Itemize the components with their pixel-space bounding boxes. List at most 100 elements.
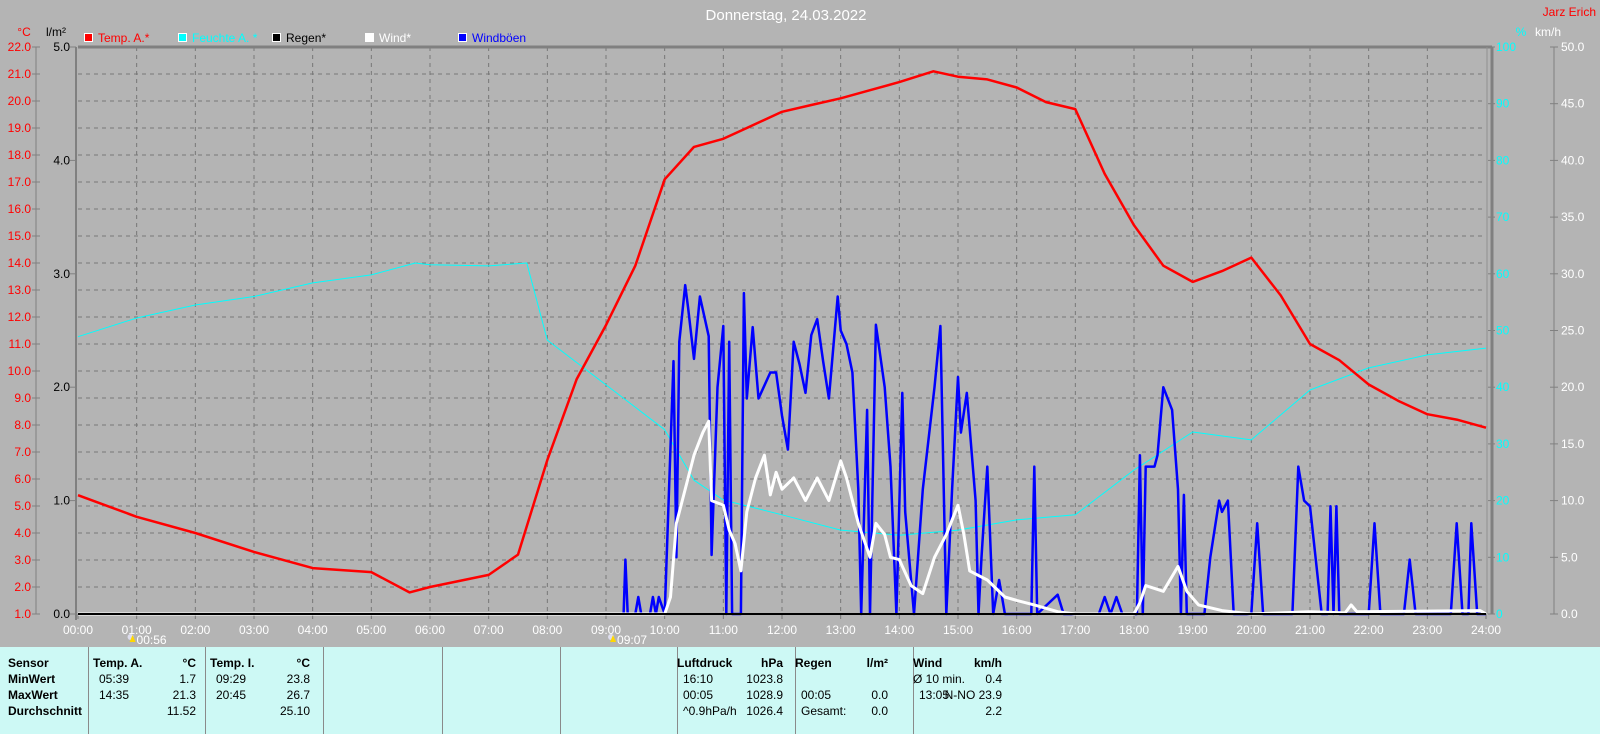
temp-tick-label: 9.0 (14, 391, 31, 405)
rain-tick-label: 3.0 (53, 267, 70, 281)
legend-label: Wind* (379, 31, 411, 45)
x-tick-label: 00:00 (63, 623, 93, 637)
humidity-tick-label: 0 (1496, 607, 1503, 621)
legend-swatch (365, 33, 374, 42)
cell-value: 1023.8 (746, 672, 783, 686)
table-divider (205, 647, 206, 734)
x-tick-label: 06:00 (415, 623, 445, 637)
cell-time: 05:39 (99, 672, 130, 686)
row-label: Durchschnitt (8, 704, 83, 718)
cell-value: 1028.9 (746, 688, 783, 702)
wind-tick-label: 50.0 (1561, 40, 1585, 54)
column-header: Temp. I. (210, 656, 255, 670)
cell-value: N-NO 23.9 (944, 688, 1002, 702)
x-tick-label: 20:00 (1236, 623, 1266, 637)
humidity-tick-label: 100 (1496, 40, 1516, 54)
x-tick-label: 16:00 (1002, 623, 1032, 637)
cell-value: 1026.4 (746, 704, 783, 718)
weather-chart: Donnerstag, 24.03.2022 Jarz Erich Temp. A.… (8, 5, 1596, 647)
temp-axis-unit: °C (17, 25, 31, 39)
cell-value (795, 672, 888, 687)
cell-value: 0.0 (871, 688, 888, 702)
column-header: Wind (913, 656, 943, 670)
table-divider (913, 647, 914, 734)
cell-time: 09:29 (216, 672, 247, 686)
wind-tick-label: 5.0 (1561, 550, 1578, 564)
humidity-tick-label: 30 (1496, 437, 1510, 451)
cell-value: 21.3 (172, 688, 196, 702)
temp-tick-label: 5.0 (14, 499, 31, 513)
x-tick-label: 07:00 (474, 623, 504, 637)
wind-tick-label: 45.0 (1561, 97, 1585, 111)
series-line-wind (78, 419, 1487, 616)
wind-axis-unit: km/h (1535, 25, 1561, 39)
series-line-windböen (78, 283, 1486, 616)
temp-tick-label: 11.0 (9, 337, 32, 351)
humidity-tick-label: 90 (1496, 97, 1510, 111)
x-tick-label: 12:00 (767, 623, 797, 637)
cell-time: ^0.9hPa/h (683, 704, 737, 718)
humidity-tick-label: 70 (1496, 210, 1510, 224)
rain-tick-label: 5.0 (53, 40, 70, 54)
moon-sun-icon-arrow (129, 635, 136, 642)
wind-tick-label: 30.0 (1561, 267, 1585, 281)
cell-value: 23.8 (286, 672, 310, 686)
table-divider (677, 647, 678, 734)
x-tick-label: 19:00 (1178, 623, 1208, 637)
x-tick-label: 04:00 (298, 623, 328, 637)
rain-tick-label: 1.0 (53, 494, 70, 508)
cell-time: 00:05 (801, 688, 832, 702)
table-divider (442, 647, 443, 734)
column-unit: hPa (760, 656, 783, 670)
x-tick-label: 18:00 (1119, 623, 1149, 637)
cell-time: 16:10 (683, 672, 714, 686)
temp-tick-label: 1.0 (14, 607, 31, 621)
row-label: MaxWert (8, 688, 58, 702)
x-tick-label: 17:00 (1060, 623, 1090, 637)
cell-value: 25.10 (279, 704, 310, 718)
x-tick-label: 24:00 (1471, 623, 1501, 637)
temp-tick-label: 8.0 (14, 418, 31, 432)
temp-tick-label: 2.0 (14, 580, 31, 594)
x-tick-label: 03:00 (239, 623, 269, 637)
rain-tick-label: 0.0 (53, 607, 70, 621)
temp-tick-label: 22.0 (8, 40, 32, 54)
x-tick-label: 02:00 (180, 623, 210, 637)
legend-swatch (178, 33, 187, 42)
temp-tick-label: 6.0 (14, 472, 31, 486)
humidity-tick-label: 40 (1496, 380, 1510, 394)
table-divider (88, 647, 89, 734)
humidity-tick-label: 10 (1496, 550, 1510, 564)
x-tick-label: 23:00 (1412, 623, 1442, 637)
cell-time: 00:05 (683, 688, 714, 702)
x-tick-label: 09:00 (591, 623, 621, 637)
table-divider (560, 647, 561, 734)
temp-tick-label: 21.0 (8, 67, 32, 81)
x-tick-label: 01:00 (122, 623, 152, 637)
humidity-tick-label: 80 (1496, 153, 1510, 167)
legend-swatch (272, 33, 281, 42)
chart-title: Donnerstag, 24.03.2022 (706, 7, 867, 24)
temp-tick-label: 3.0 (14, 553, 31, 567)
stats-table: Sensor MinWert MaxWert Durchschnitt Temp. A.… (0, 647, 1600, 734)
cell-time: 20:45 (216, 688, 247, 702)
marker-label: 00:56 (137, 633, 167, 647)
series-line-temp-a (77, 70, 1487, 594)
rain-tick-label: 4.0 (53, 153, 70, 167)
wind-tick-label: 40.0 (1561, 153, 1585, 167)
x-tick-label: 05:00 (356, 623, 386, 637)
cell-value: 0.4 (985, 672, 1002, 686)
temp-tick-label: 16.0 (8, 202, 32, 216)
temp-tick-label: 20.0 (8, 94, 32, 108)
x-tick-label: 13:00 (826, 623, 856, 637)
x-tick-label: 21:00 (1295, 623, 1325, 637)
wind-tick-label: 0.0 (1561, 607, 1578, 621)
wind-tick-label: 10.0 (1561, 494, 1585, 508)
author-label: Jarz Erich (1543, 5, 1596, 19)
rain-tick-label: 2.0 (53, 380, 70, 394)
column-header: Luftdruck (677, 656, 733, 670)
legend-swatch (458, 33, 467, 42)
legend-swatch (84, 33, 93, 42)
legend-label: Windböen (472, 31, 526, 45)
rain-axis-unit: l/m² (46, 25, 66, 39)
